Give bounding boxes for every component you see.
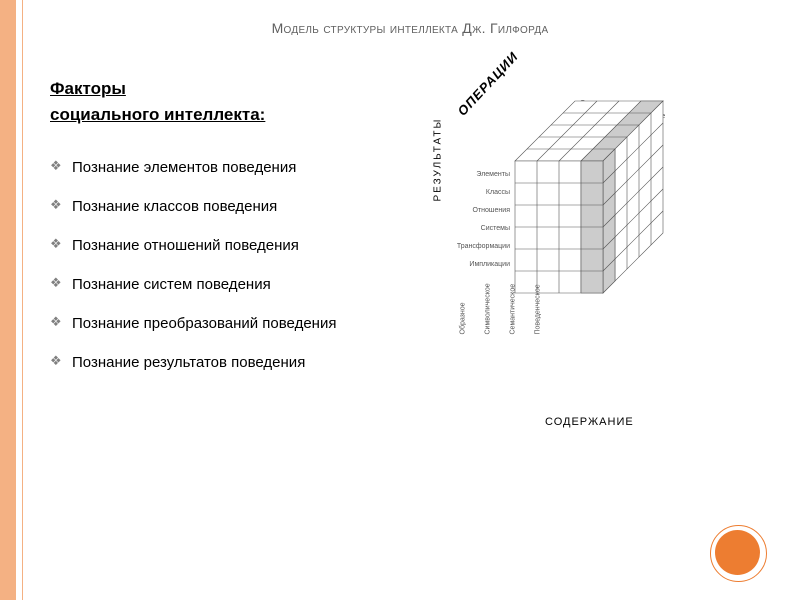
res-label: Элементы [450, 166, 510, 184]
factor-item: Познание систем поведения [50, 274, 370, 295]
subtitle-line1: Факторы [50, 79, 126, 98]
content-labels: Образное Символическое Семантическое Пов… [458, 326, 543, 333]
subtitle: Факторы социального интеллекта: [50, 76, 370, 127]
results-labels: Элементы Классы Отношения Системы Трансф… [450, 166, 510, 274]
content-label: Символическое [485, 325, 492, 335]
slide-title: Модель структуры интеллекта Дж. Гилфорда [50, 20, 770, 36]
accent-bar [0, 0, 16, 600]
content-label: Поведенческое [535, 325, 542, 335]
res-label: Отношения [450, 202, 510, 220]
factor-item: Познание отношений поведения [50, 235, 370, 256]
decorative-circle [715, 530, 760, 575]
res-label: Импликации [450, 256, 510, 274]
subtitle-line2: социального интеллекта: [50, 105, 265, 124]
accent-line [22, 0, 23, 600]
factor-list: Познание элементов поведения Познание кл… [50, 157, 370, 373]
factor-item: Познание классов поведения [50, 196, 370, 217]
content-label: Образное [460, 325, 467, 335]
axis-content-label: СОДЕРЖАНИЕ [545, 416, 634, 428]
guilford-cube-diagram: ОПЕРАЦИИ РЕЗУЛЬТАТЫ Оценивание Конверген… [390, 76, 770, 476]
factor-item: Познание преобразований поведения [50, 313, 370, 334]
factor-item: Познание результатов поведения [50, 352, 370, 373]
res-label: Классы [450, 184, 510, 202]
content-label: Семантическое [510, 325, 517, 335]
res-label: Системы [450, 220, 510, 238]
factor-item: Познание элементов поведения [50, 157, 370, 178]
res-label: Трансформации [450, 238, 510, 256]
